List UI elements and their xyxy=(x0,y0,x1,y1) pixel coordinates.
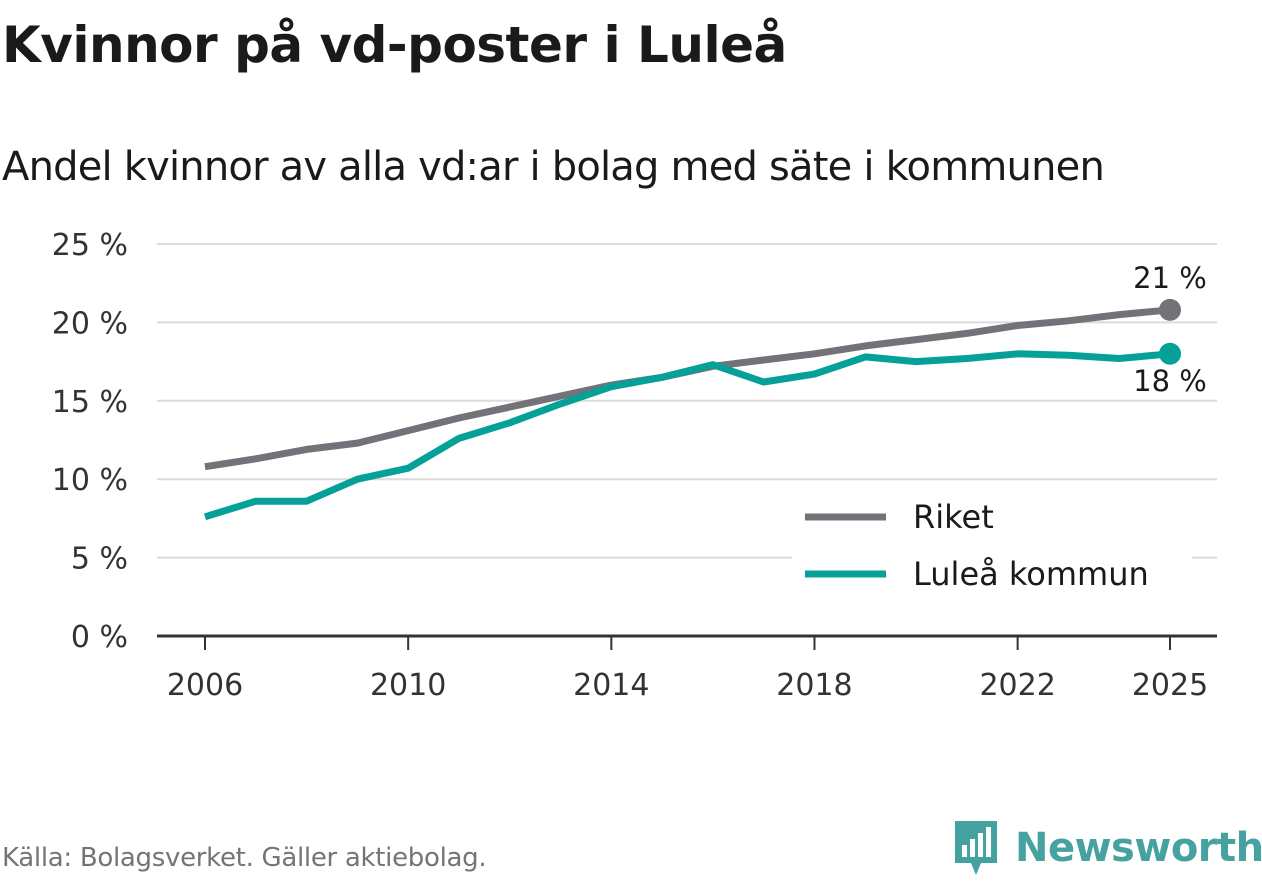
series-line-riket xyxy=(204,306,1171,471)
y-tick-label: 0 % xyxy=(71,620,128,655)
x-axis: 2006 2010 2014 2018 2022 2025 xyxy=(157,634,1217,703)
end-markers: 21 % 18 % xyxy=(1133,261,1207,398)
x-tick-label: 2018 xyxy=(776,668,852,703)
y-axis-tick-labels: 0 % 5 % 10 % 15 % 20 % 25 % xyxy=(52,228,128,655)
newsworthy-logo-icon xyxy=(955,821,997,875)
y-tick-label: 25 % xyxy=(52,228,128,263)
y-tick-label: 20 % xyxy=(52,306,128,341)
end-marker xyxy=(1159,342,1181,365)
chart-title: Kvinnor på vd-poster i Luleå xyxy=(2,16,787,74)
end-value-label: 21 % xyxy=(1133,261,1207,295)
source-note: Källa: Bolagsverket. Gäller aktiebolag. xyxy=(2,843,487,873)
x-tick-label: 2010 xyxy=(370,668,446,703)
x-tick-label: 2006 xyxy=(167,668,243,703)
x-tick-label: 2025 xyxy=(1132,668,1208,703)
legend: Riket Luleå kommun xyxy=(792,490,1192,600)
legend-background xyxy=(792,490,1192,600)
x-tick-label: 2014 xyxy=(573,668,649,703)
y-tick-label: 5 % xyxy=(71,542,128,577)
x-tick-label: 2022 xyxy=(979,668,1055,703)
series-line-lulea-kommun xyxy=(203,350,1171,521)
brand-logo: Newsworthy xyxy=(951,815,1262,881)
line-chart: 0 %5 %10 %15 %20 %25 % 2006 2010 2014 2018 2… xyxy=(52,228,1217,703)
end-value-label: 18 % xyxy=(1133,364,1207,398)
series-lines xyxy=(203,306,1171,521)
chart-subtitle: Andel kvinnor av alla vd:ar i bolag med … xyxy=(2,144,1105,190)
brand-name: Newsworthy xyxy=(1015,825,1262,871)
legend-label: Luleå kommun xyxy=(913,555,1149,593)
legend-label: Riket xyxy=(913,498,994,536)
y-tick-label: 15 % xyxy=(52,385,128,420)
end-marker xyxy=(1159,298,1181,321)
y-tick-label: 10 % xyxy=(52,463,128,498)
